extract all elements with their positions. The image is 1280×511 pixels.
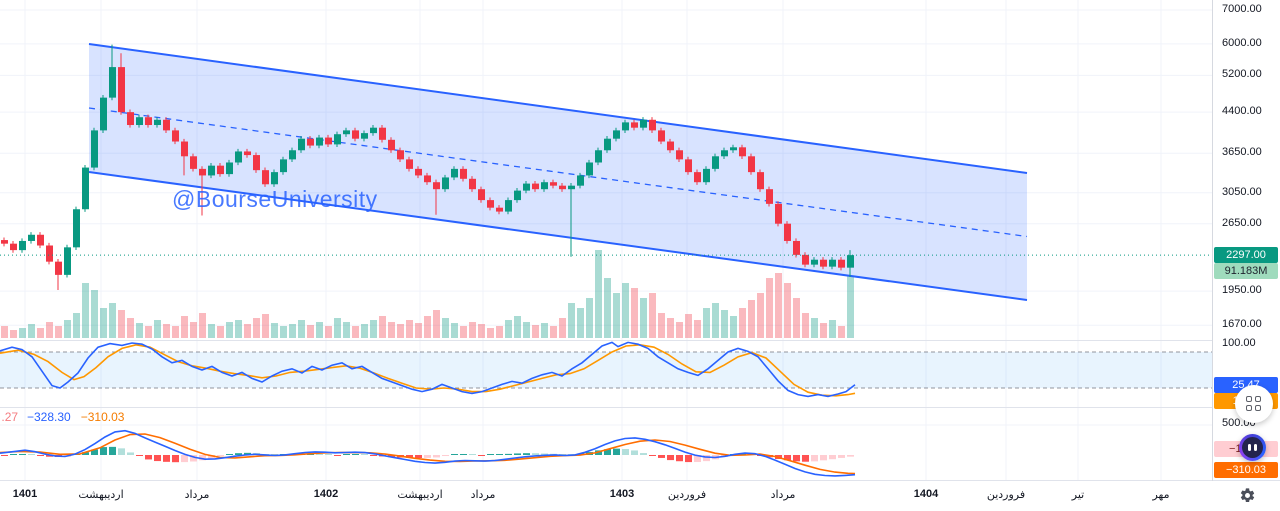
price-axis-label: 3650.00 — [1222, 146, 1262, 159]
time-axis-month-label: مهر — [1152, 489, 1170, 501]
time-axis-year-label: 1403 — [609, 488, 635, 500]
volume-badge: 91.183M — [1214, 263, 1278, 280]
time-axis-month-label: تیر — [1071, 489, 1085, 501]
price-pane[interactable] — [0, 0, 1212, 340]
price-axis-label: 1950.00 — [1222, 284, 1262, 297]
time-axis-month-label: مرداد — [470, 489, 496, 501]
last-price-badge: 2297.00 — [1214, 247, 1278, 264]
price-axis-label: 5200.00 — [1222, 68, 1262, 81]
price-axis-separator — [1212, 0, 1213, 511]
stochastic-pane[interactable] — [0, 341, 1212, 407]
macd-value-readout: −18.27 −328.30 −310.03 — [2, 410, 124, 424]
macd-hist-value: −18.27 — [2, 410, 19, 424]
time-axis-month-label: مرداد — [184, 489, 210, 501]
macd-pane[interactable] — [0, 408, 1212, 480]
gear-icon — [1240, 488, 1255, 503]
price-axis-label: 2650.00 — [1222, 216, 1262, 229]
time-axis-month-label: فروردین — [986, 489, 1026, 501]
time-axis-year-label: 1401 — [12, 488, 38, 500]
stoch-axis-label: 100.00 — [1222, 337, 1256, 349]
macd-line-value: −328.30 — [27, 410, 71, 424]
widgets-button[interactable] — [1235, 385, 1273, 423]
widgets-grid-icon — [1246, 396, 1262, 412]
watermark: @BourseUniversity — [172, 186, 378, 212]
ai-assistant-button[interactable] — [1239, 434, 1266, 461]
pane-separator[interactable] — [0, 407, 1280, 408]
price-axis-label: 4400.00 — [1222, 105, 1262, 118]
time-axis-month-label: فروردین — [667, 489, 707, 501]
pane-separator[interactable] — [0, 340, 1280, 341]
price-axis-label: 3050.00 — [1222, 185, 1262, 198]
time-axis[interactable]: 1401 اردیبهشت مرداد 1402 اردیبهشت مرداد 1403 فر… — [0, 481, 1280, 511]
ai-assistant-icon — [1242, 437, 1263, 458]
price-axis-label: 6000.00 — [1222, 36, 1262, 49]
macd-signal-badge: −310.03 — [1214, 462, 1278, 478]
price-axis-label: 7000.00 — [1222, 3, 1262, 15]
time-axis-year-label: 1402 — [313, 488, 339, 500]
time-axis-year-label: 1404 — [913, 488, 939, 500]
time-axis-settings-button[interactable] — [1239, 487, 1256, 504]
time-axis-month-label: مرداد — [770, 489, 796, 501]
time-axis-month-label: اردیبهشت — [397, 489, 443, 501]
macd-signal-value: −310.03 — [80, 410, 125, 424]
time-axis-separator — [0, 480, 1280, 481]
time-axis-month-label: اردیبهشت — [78, 489, 124, 501]
price-axis-label: 1670.00 — [1222, 318, 1262, 331]
